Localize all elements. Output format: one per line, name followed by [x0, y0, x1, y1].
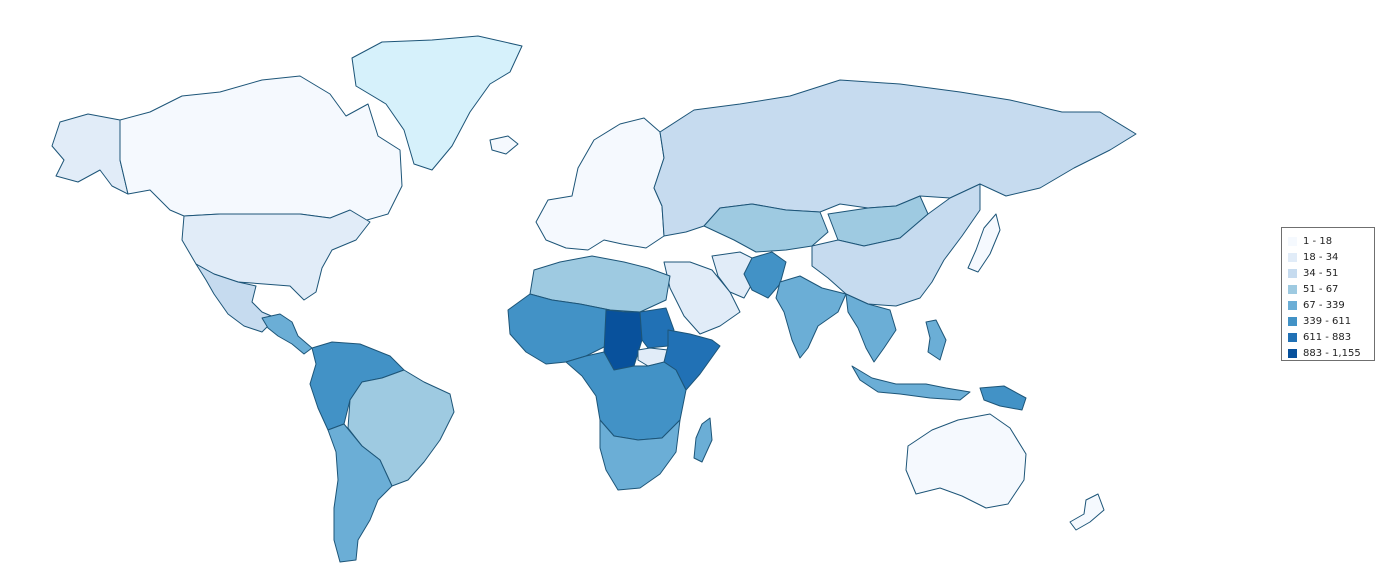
legend-item: 18 - 34 — [1288, 249, 1374, 265]
legend-swatch — [1288, 268, 1297, 278]
region-afghanistan-pakistan[interactable] — [743, 251, 787, 299]
legend-swatch — [1288, 348, 1297, 358]
map-legend: 1 - 18 18 - 34 34 - 51 51 - 67 67 - 339 … — [1281, 227, 1375, 361]
region-iran[interactable] — [711, 251, 757, 299]
legend-label: 18 - 34 — [1303, 251, 1339, 263]
region-greenland[interactable] — [351, 35, 523, 171]
legend-item: 339 - 611 — [1288, 313, 1374, 329]
legend-label: 339 - 611 — [1303, 315, 1352, 327]
legend-swatch — [1288, 332, 1297, 342]
legend-swatch — [1288, 284, 1297, 294]
legend-label: 67 - 339 — [1303, 299, 1345, 311]
region-new-zealand[interactable] — [1069, 493, 1105, 531]
legend-item: 34 - 51 — [1288, 265, 1374, 281]
legend-swatch — [1288, 316, 1297, 326]
legend-swatch — [1288, 252, 1297, 262]
legend-item: 1 - 18 — [1288, 233, 1374, 249]
region-papua-new-guinea[interactable] — [979, 385, 1027, 411]
region-china[interactable] — [811, 183, 981, 307]
region-iceland[interactable] — [489, 135, 519, 155]
region-philippines[interactable] — [925, 319, 947, 361]
region-central-america[interactable] — [261, 313, 313, 355]
legend-label: 611 - 883 — [1303, 331, 1352, 343]
region-chad[interactable] — [603, 309, 643, 371]
region-southern-south-america[interactable] — [327, 423, 393, 563]
legend-label: 34 - 51 — [1303, 267, 1339, 279]
region-australia[interactable] — [905, 413, 1027, 509]
legend-label: 883 - 1,155 — [1303, 347, 1361, 359]
region-india[interactable] — [775, 275, 847, 359]
legend-item: 51 - 67 — [1288, 281, 1374, 297]
region-kazakhstan[interactable] — [703, 203, 829, 253]
legend-item: 883 - 1,155 — [1288, 345, 1374, 361]
region-west-africa[interactable] — [507, 293, 611, 365]
region-middle-east[interactable] — [663, 261, 741, 335]
legend-label: 1 - 18 — [1303, 235, 1333, 247]
legend-item: 611 - 883 — [1288, 329, 1374, 345]
region-central-africa[interactable] — [565, 351, 687, 441]
legend-item: 67 - 339 — [1288, 297, 1374, 313]
region-southeast-asia[interactable] — [845, 293, 897, 363]
legend-swatch — [1288, 300, 1297, 310]
region-europe[interactable] — [535, 117, 665, 251]
region-canada[interactable] — [119, 75, 403, 223]
legend-label: 51 - 67 — [1303, 283, 1339, 295]
legend-swatch — [1288, 236, 1297, 246]
region-indonesia[interactable] — [851, 365, 971, 401]
region-madagascar[interactable] — [693, 417, 713, 463]
region-southern-africa[interactable] — [599, 419, 681, 491]
region-ethiopia-somalia[interactable] — [663, 329, 721, 391]
region-alaska[interactable] — [51, 113, 129, 195]
region-japan[interactable] — [967, 213, 1001, 273]
